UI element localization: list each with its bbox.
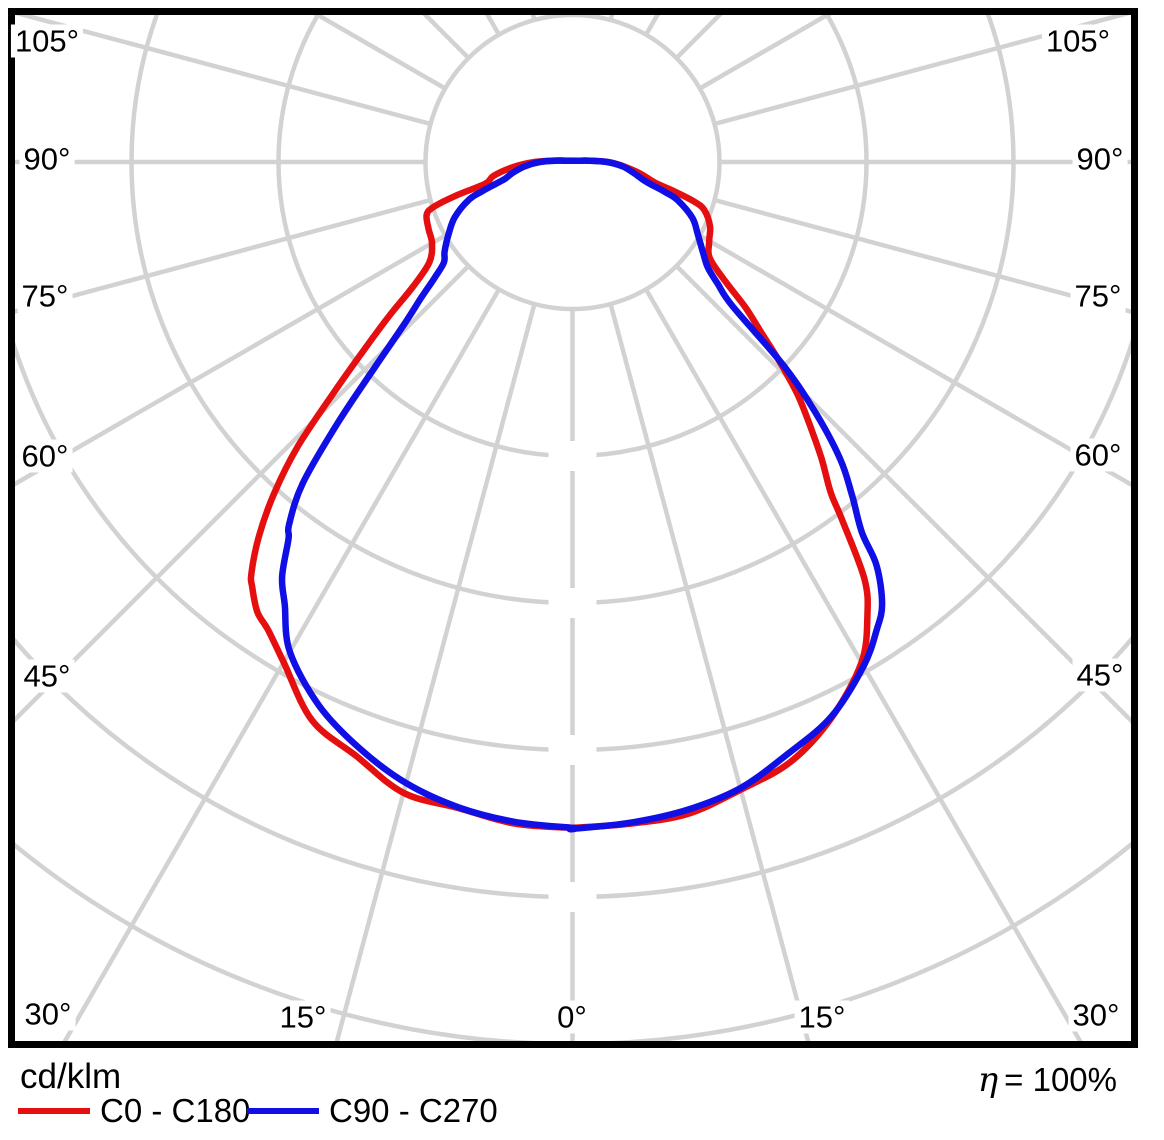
legend-label-c90-c270: C90 - C270 bbox=[329, 1092, 498, 1129]
legend-item-c0-c180: C0 - C180 bbox=[18, 1092, 251, 1129]
grid-radial bbox=[62, 288, 501, 1041]
angle-tick-label: 105° bbox=[1041, 24, 1115, 58]
efficiency-label: η = 100% bbox=[978, 1060, 1117, 1101]
curve-c0-c180 bbox=[247, 157, 871, 832]
curve-c90-c270 bbox=[278, 157, 886, 833]
grid-radial bbox=[644, 288, 1083, 1041]
angle-tick-label: 30° bbox=[1068, 998, 1124, 1032]
angle-tick-label: 0° bbox=[553, 1000, 591, 1034]
grid-radial bbox=[15, 233, 447, 487]
legend-item-c90-c270: C90 - C270 bbox=[247, 1092, 498, 1129]
chart-canvas bbox=[8, 8, 1138, 1048]
plot-border bbox=[8, 8, 1138, 1048]
grid-radial bbox=[15, 197, 432, 314]
grid-radial bbox=[15, 15, 432, 127]
legend-swatch-c90-c270 bbox=[247, 1108, 319, 1115]
angle-tick-label: 75° bbox=[17, 279, 73, 313]
angle-tick-label: 60° bbox=[1070, 438, 1126, 472]
grid-radial bbox=[698, 233, 1131, 488]
grid-radial bbox=[713, 15, 1130, 127]
unit-label: cd/klm bbox=[20, 1057, 122, 1096]
legend-label-c0-c180: C0 - C180 bbox=[100, 1092, 251, 1129]
radial-tick-gap bbox=[548, 735, 597, 765]
grid-radial bbox=[674, 264, 1131, 724]
grid-radial bbox=[334, 303, 537, 1041]
curves-layer bbox=[247, 157, 886, 833]
legend-swatch-c0-c180 bbox=[18, 1108, 90, 1115]
radial-tick-gap bbox=[548, 441, 597, 471]
grid-radial bbox=[713, 197, 1131, 314]
grid-ring bbox=[15, 338, 1131, 753]
angle-tick-label: 15° bbox=[794, 1000, 850, 1034]
angle-tick-label: 15° bbox=[275, 1000, 331, 1034]
angle-tick-label: 75° bbox=[1070, 279, 1126, 313]
radial-tick-gaps bbox=[548, 441, 597, 912]
angle-tick-label: 45° bbox=[19, 659, 75, 693]
angle-tick-label: 30° bbox=[20, 997, 76, 1031]
eta-value: = 100% bbox=[1004, 1061, 1117, 1098]
angle-tick-label: 90° bbox=[1072, 142, 1128, 176]
grid-radial bbox=[608, 303, 811, 1041]
radial-tick-gap bbox=[548, 588, 597, 618]
angle-tick-label: 45° bbox=[1072, 658, 1128, 692]
eta-symbol: η bbox=[977, 1060, 999, 1100]
angle-tick-label: 90° bbox=[19, 142, 75, 176]
angle-tick-label: 60° bbox=[17, 439, 73, 473]
radial-tick-gap bbox=[548, 882, 597, 912]
angle-tick-label: 105° bbox=[10, 24, 84, 58]
